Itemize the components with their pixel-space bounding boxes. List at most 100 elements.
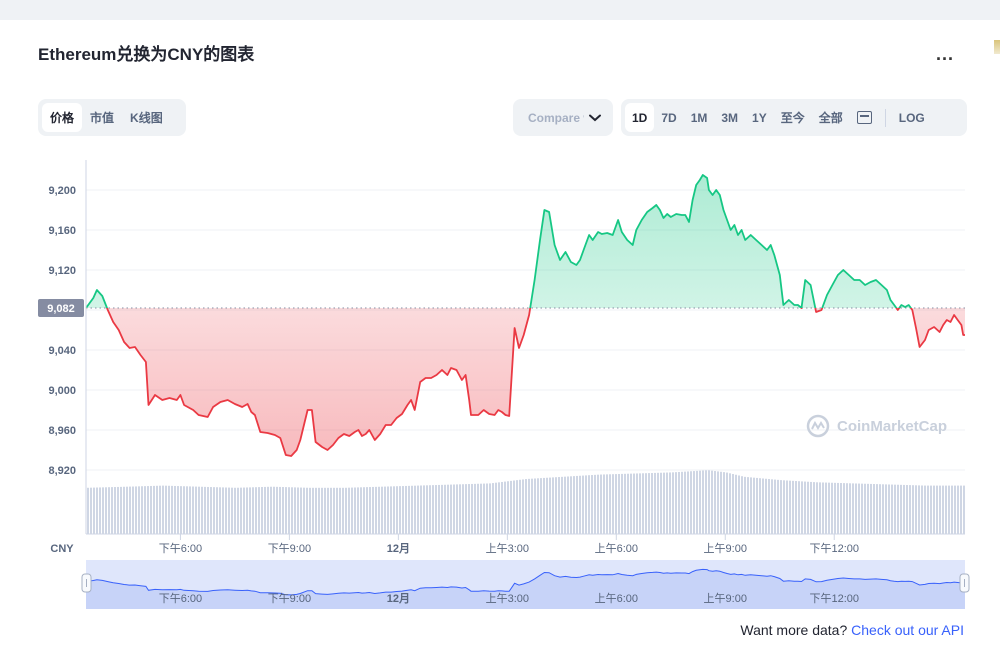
volume-bar bbox=[249, 487, 251, 534]
range-1d[interactable]: 1D bbox=[625, 103, 655, 132]
volume-bar bbox=[906, 485, 908, 534]
navigator-tick-label: 下午6:00 bbox=[159, 592, 202, 605]
x-tick-label: 下午9:00 bbox=[268, 542, 311, 555]
volume-bar bbox=[708, 470, 710, 534]
volume-bar bbox=[237, 487, 239, 534]
volume-bar bbox=[621, 473, 623, 534]
volume-bar bbox=[288, 487, 290, 534]
volume-bar bbox=[300, 487, 302, 534]
volume-bar bbox=[795, 481, 797, 534]
volume-bar bbox=[426, 485, 428, 534]
compare-label: Compare with bbox=[528, 110, 584, 125]
watermark-text: CoinMarketCap bbox=[837, 417, 948, 435]
volume-bar bbox=[684, 471, 686, 534]
volume-bar bbox=[162, 485, 164, 534]
volume-bar bbox=[858, 483, 860, 534]
compare-dropdown[interactable]: Compare with bbox=[513, 99, 613, 136]
volume-bar bbox=[375, 486, 377, 534]
volume-bar bbox=[675, 472, 677, 534]
coinmarketcap-logo-icon bbox=[806, 414, 830, 438]
date-picker-button[interactable] bbox=[850, 103, 879, 132]
volume-bar bbox=[192, 486, 194, 534]
volume-bar bbox=[738, 475, 740, 534]
volume-bar bbox=[774, 479, 776, 534]
tab-price[interactable]: 价格 bbox=[42, 103, 83, 132]
volume-bar bbox=[546, 477, 548, 534]
volume-bar bbox=[396, 486, 398, 534]
volume-bar bbox=[663, 472, 665, 534]
volume-bar bbox=[513, 480, 515, 534]
area-above-baseline bbox=[86, 175, 965, 308]
range-1y[interactable]: 1Y bbox=[752, 110, 767, 125]
volume-bar bbox=[171, 485, 173, 534]
volume-bar bbox=[297, 487, 299, 534]
api-link[interactable]: Check out our API bbox=[851, 622, 964, 638]
volume-bar bbox=[693, 471, 695, 534]
volume-bar bbox=[825, 482, 827, 534]
volume-bar bbox=[669, 472, 671, 534]
x-tick-label: 下午12:00 bbox=[809, 542, 859, 555]
price-chart[interactable]: 9,200 9,160 9,120 9,040 9,000 8,960 8,920 9,082… bbox=[0, 150, 1000, 615]
volume-bar bbox=[645, 473, 647, 534]
volume-bar bbox=[870, 483, 872, 534]
volume-bar bbox=[393, 486, 395, 534]
volume-bar bbox=[855, 483, 857, 534]
range-ytd[interactable]: 至今 bbox=[780, 111, 805, 125]
volume-bar bbox=[129, 486, 131, 534]
volume-bar bbox=[399, 486, 401, 534]
volume-bar bbox=[120, 486, 122, 534]
volume-bar bbox=[936, 485, 938, 534]
volume-bar bbox=[96, 487, 98, 534]
volume-bar bbox=[234, 487, 236, 534]
volume-bar bbox=[750, 477, 752, 534]
volume-bar bbox=[579, 475, 581, 534]
volume-bar bbox=[291, 487, 293, 534]
volume-bar bbox=[819, 482, 821, 534]
volume-bar bbox=[309, 487, 311, 534]
area-below-baseline bbox=[86, 308, 965, 456]
volume-bar bbox=[762, 478, 764, 534]
coinmarketcap-watermark: CoinMarketCap bbox=[806, 414, 947, 438]
volume-bar bbox=[885, 484, 887, 534]
y-tick-label: 9,200 bbox=[48, 185, 76, 197]
volume-bar bbox=[117, 486, 119, 534]
volume-bar bbox=[558, 477, 560, 534]
tab-market-cap[interactable]: 市值 bbox=[90, 111, 115, 125]
volume-bar bbox=[939, 485, 941, 534]
volume-bar bbox=[474, 483, 476, 534]
volume-bar bbox=[840, 483, 842, 534]
y-tick-label: 9,120 bbox=[48, 265, 76, 277]
volume-bar bbox=[345, 487, 347, 534]
log-scale-toggle[interactable]: LOG bbox=[898, 110, 925, 125]
volume-bar bbox=[624, 473, 626, 534]
volume-bar bbox=[525, 479, 527, 534]
volume-bar bbox=[927, 485, 929, 534]
volume-bar bbox=[705, 470, 707, 534]
navigator-area bbox=[86, 569, 965, 609]
volume-bar bbox=[450, 484, 452, 534]
tab-candlestick[interactable]: K线图 bbox=[130, 111, 163, 125]
range-3m[interactable]: 3M bbox=[721, 110, 739, 125]
more-options-button[interactable]: ... bbox=[936, 44, 955, 64]
volume-bar bbox=[252, 487, 254, 534]
volume-bar bbox=[702, 470, 704, 534]
volume-bar bbox=[489, 483, 491, 534]
volume-bar bbox=[828, 482, 830, 534]
volume-bar bbox=[99, 487, 101, 534]
volume-bar bbox=[303, 487, 305, 534]
volume-bar bbox=[504, 481, 506, 534]
range-all[interactable]: 全部 bbox=[818, 111, 843, 125]
volume-bar bbox=[552, 477, 554, 534]
volume-bar bbox=[597, 474, 599, 534]
navigator-tick-label: 上午9:00 bbox=[704, 592, 747, 605]
range-1m[interactable]: 1M bbox=[690, 110, 708, 125]
volume-bar bbox=[501, 481, 503, 534]
volume-bar bbox=[180, 486, 182, 534]
volume-bar bbox=[543, 477, 545, 534]
volume-bar bbox=[615, 474, 617, 534]
volume-bar bbox=[273, 486, 275, 534]
volume-bar bbox=[402, 486, 404, 534]
volume-bar bbox=[150, 485, 152, 534]
x-tick-label: 下午6:00 bbox=[159, 542, 202, 555]
range-7d[interactable]: 7D bbox=[661, 110, 677, 125]
